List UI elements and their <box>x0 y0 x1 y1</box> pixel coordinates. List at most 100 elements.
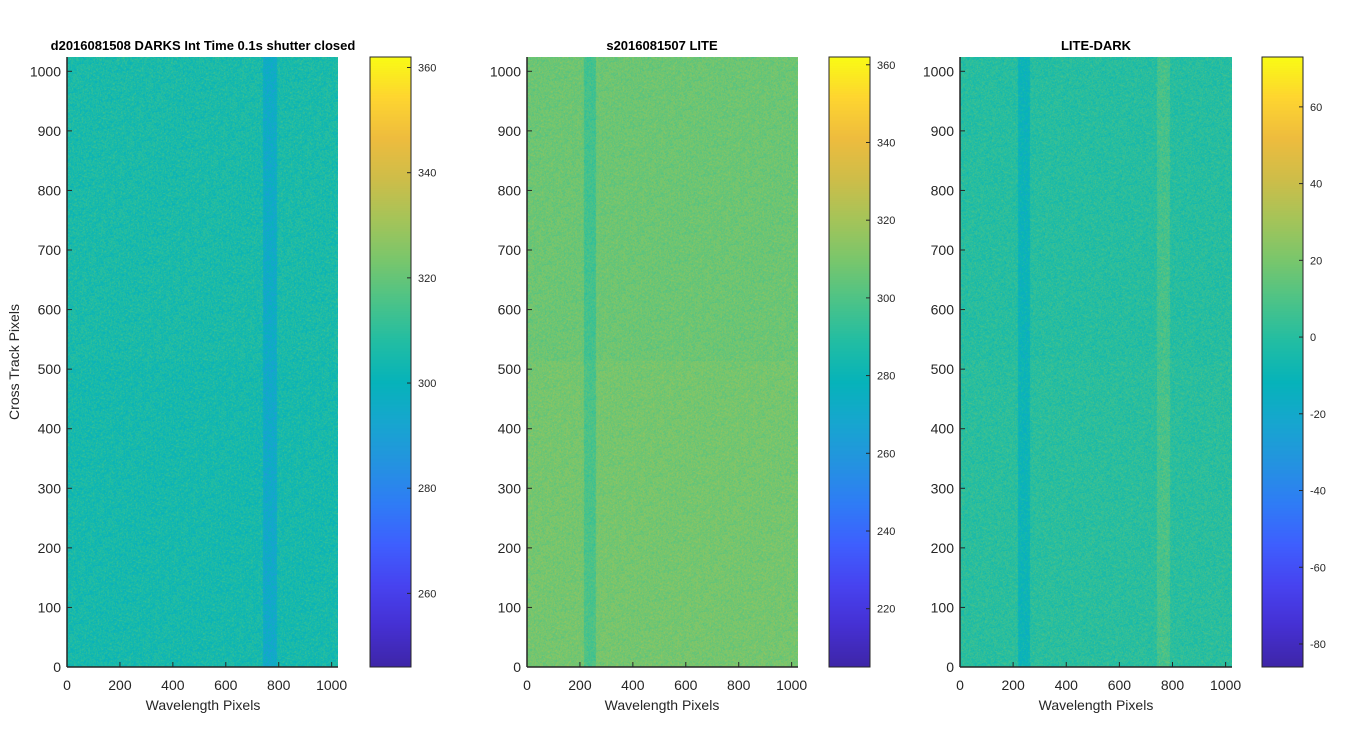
colorbar-tick-label: 0 <box>1310 332 1316 344</box>
x-tick-label: 600 <box>674 677 698 693</box>
colorbar-tick-label: 60 <box>1310 102 1322 114</box>
colorbar-gradient <box>829 57 870 667</box>
x-tick-label: 600 <box>214 677 238 693</box>
x-tick-label: 400 <box>161 677 185 693</box>
y-tick-label: 500 <box>38 361 62 377</box>
colorbar-tick-label: 340 <box>418 168 436 180</box>
colorbar-tick-label: -40 <box>1310 486 1326 498</box>
colorbar-axis: 220 240 260 280 300 320 340 360 <box>828 56 895 668</box>
colorbar-tick-label: 260 <box>877 448 895 460</box>
y-tick-label: 100 <box>38 599 62 615</box>
x-tick-label: 0 <box>956 677 964 693</box>
colorbar <box>1262 57 1303 667</box>
y-tick-label: 700 <box>498 242 522 258</box>
colorbar-tick-label: 20 <box>1310 255 1322 267</box>
colorbar <box>370 57 411 667</box>
y-tick-label: 0 <box>946 659 954 675</box>
colorbar-tick-label: 360 <box>418 63 436 75</box>
colorbar-frame <box>828 56 871 668</box>
x-tick-label: 600 <box>1108 677 1132 693</box>
y-tick-label: 700 <box>38 242 62 258</box>
colorbar-tick-label: 280 <box>418 483 436 495</box>
y-tick-label: 800 <box>931 182 955 198</box>
colorbar-tick-label: 40 <box>1310 179 1322 191</box>
axes: 0 200 400 600 800 1000 0 100 200 300 400 500 600 700 8… <box>490 57 807 693</box>
y-tick-label: 300 <box>498 480 522 496</box>
y-tick-label: 400 <box>931 421 955 437</box>
x-tick-label: 800 <box>727 677 751 693</box>
y-tick-label: 700 <box>931 242 955 258</box>
x-tick-label: 400 <box>1055 677 1079 693</box>
x-tick-label: 1000 <box>316 677 347 693</box>
y-tick-label: 100 <box>931 599 955 615</box>
colorbar-tick-label: 240 <box>877 526 895 538</box>
y-axis-label: Cross Track Pixels <box>6 304 22 420</box>
axes: 0 200 400 600 800 1000 0 100 200 300 400 500 600 700 8… <box>923 57 1241 693</box>
colorbar-tick-label: -80 <box>1310 639 1326 651</box>
y-tick-label: 500 <box>931 361 955 377</box>
y-tick-label: 100 <box>498 599 522 615</box>
colorbar-tick-label: -20 <box>1310 409 1326 421</box>
colorbar-frame <box>369 56 412 668</box>
heatmap-plot-area <box>527 57 798 667</box>
y-tick-label: 400 <box>498 421 522 437</box>
y-tick-label: 300 <box>931 480 955 496</box>
colorbar-axis: 260 280 300 320 340 360 <box>369 56 436 668</box>
colorbar-tick-label: 280 <box>877 371 895 383</box>
colorbar-tick-label: 360 <box>877 60 895 72</box>
panel-title: d2016081508 DARKS Int Time 0.1s shutter … <box>51 38 356 53</box>
colorbar-tick-label: 340 <box>877 137 895 149</box>
x-tick-label: 1000 <box>776 677 807 693</box>
x-axis-label: Wavelength Pixels <box>146 697 261 713</box>
y-tick-label: 500 <box>498 361 522 377</box>
panel-title: LITE-DARK <box>1061 38 1132 53</box>
colorbar-tick-label: -60 <box>1310 562 1326 574</box>
y-tick-label: 900 <box>931 123 955 139</box>
panel-lite: s2016081507 LITE 0 200 400 600 800 1000 0 100 20… <box>490 38 896 713</box>
heatmap-plot-area <box>67 57 338 667</box>
x-axis-label: Wavelength Pixels <box>605 697 720 713</box>
y-tick-label: 0 <box>53 659 61 675</box>
heatmap-plot-area <box>960 57 1232 667</box>
x-tick-label: 200 <box>108 677 132 693</box>
x-tick-label: 200 <box>568 677 592 693</box>
colorbar-axis: -80 -60 -40 -20 0 20 40 60 <box>1261 56 1326 668</box>
x-tick-label: 0 <box>523 677 531 693</box>
panel-lite-minus-dark: LITE-DARK 0 200 400 600 800 10000100200300400… <box>923 38 1326 713</box>
y-tick-label: 0 <box>513 659 521 675</box>
y-tick-label: 600 <box>498 302 522 318</box>
colorbar-tick-label: 260 <box>418 588 436 600</box>
x-tick-label: 800 <box>1161 677 1185 693</box>
y-tick-label: 600 <box>931 302 955 318</box>
panel-title: s2016081507 LITE <box>606 38 718 53</box>
y-tick-label: 800 <box>38 182 62 198</box>
colorbar-tick-label: 300 <box>418 378 436 390</box>
x-tick-label: 400 <box>621 677 645 693</box>
panel-darks: d2016081508 DARKS Int Time 0.1s shutter … <box>6 38 436 713</box>
x-tick-label: 0 <box>63 677 71 693</box>
heatmap-image <box>527 57 798 667</box>
axes: 0 200 400 600 800 1000 0 100 200 300 400 500 600 700 8… <box>30 57 347 693</box>
heatmap-image <box>960 57 1232 667</box>
colorbar <box>829 57 870 667</box>
y-tick-label: 900 <box>498 123 522 139</box>
y-tick-label: 1000 <box>923 63 954 79</box>
y-tick-label: 400 <box>38 421 62 437</box>
y-tick-label: 200 <box>498 540 522 556</box>
y-tick-label: 800 <box>498 182 522 198</box>
y-tick-label: 600 <box>38 302 62 318</box>
x-tick-label: 200 <box>1001 677 1025 693</box>
colorbar-tick-label: 320 <box>418 273 436 285</box>
y-tick-label: 1000 <box>490 63 521 79</box>
colorbar-frame <box>1261 56 1304 668</box>
y-tick-label: 1000 <box>30 63 61 79</box>
colorbar-gradient <box>370 57 411 667</box>
x-tick-label: 1000 <box>1210 677 1241 693</box>
colorbar-tick-label: 300 <box>877 293 895 305</box>
heatmap-image <box>67 57 338 667</box>
x-tick-label: 800 <box>267 677 291 693</box>
y-tick-label: 200 <box>931 540 955 556</box>
colorbar-tick-label: 320 <box>877 215 895 227</box>
y-tick-label: 300 <box>38 480 62 496</box>
